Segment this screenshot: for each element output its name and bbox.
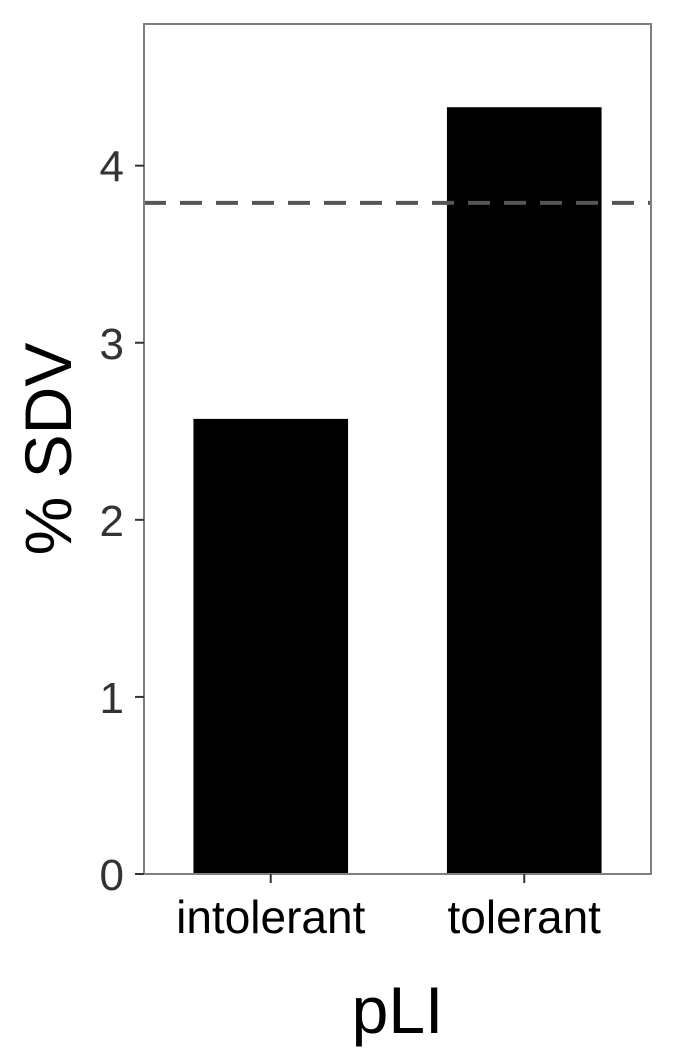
bar-tolerant xyxy=(446,107,602,874)
y-tick-label-4: 4 xyxy=(100,143,124,192)
y-axis-title: % SDV xyxy=(11,343,85,556)
x-tick-label-intolerant: intolerant xyxy=(176,891,365,943)
x-axis: intolerant tolerant xyxy=(176,874,601,943)
y-tick-label-0: 0 xyxy=(100,851,124,900)
bars-layer xyxy=(193,107,602,874)
bar-intolerant xyxy=(193,418,349,874)
x-tick-label-tolerant: tolerant xyxy=(448,891,602,943)
y-tick-label-2: 2 xyxy=(100,497,124,546)
y-tick-label-3: 3 xyxy=(100,320,124,369)
y-tick-label-1: 1 xyxy=(100,674,124,723)
plot-panel-border xyxy=(143,23,652,875)
y-axis: 0 1 2 3 4 xyxy=(100,143,144,900)
x-axis-title: pLI xyxy=(352,973,444,1047)
